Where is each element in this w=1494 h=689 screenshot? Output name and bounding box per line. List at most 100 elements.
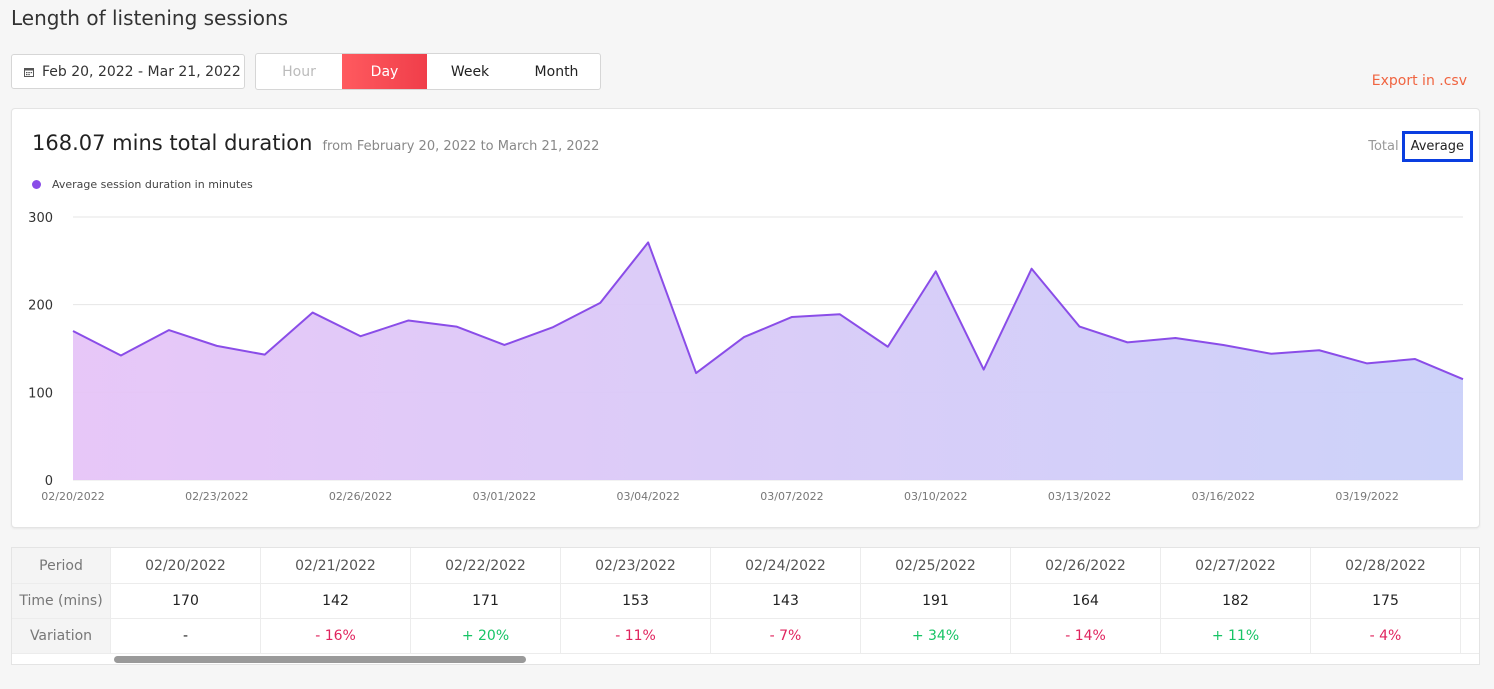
data-point[interactable] [1171, 334, 1179, 342]
total-duration: 168.07 mins total duration [32, 131, 313, 155]
hour-button[interactable]: Hour [282, 63, 316, 80]
data-point[interactable] [1267, 350, 1275, 358]
table-row-variation: Variation -- 16% + 20% - 11% - 7% + 34% - 14%… [12, 619, 1479, 654]
row-header-variation: Variation [12, 619, 111, 653]
data-point[interactable] [357, 332, 365, 340]
data-point[interactable] [548, 323, 556, 331]
table-cell-variation: - 11% [561, 619, 711, 653]
table-cell-time: 171 [411, 584, 561, 618]
row-header-period: Period [12, 548, 111, 583]
data-point[interactable] [1076, 323, 1084, 331]
week-button[interactable]: Week [450, 63, 490, 80]
data-point[interactable] [1123, 338, 1131, 346]
data-point[interactable] [1363, 359, 1371, 367]
data-point[interactable] [740, 333, 748, 341]
chart-legend: Average session duration in minutes [32, 178, 253, 191]
table-cell-period: 02/24/2022 [711, 548, 861, 583]
data-point[interactable] [596, 299, 604, 307]
date-range-value: Feb 20, 2022 - Mar 21, 2022 [42, 63, 241, 80]
chart-area-fill [73, 242, 1463, 480]
table-cell-time: 191 [861, 584, 1011, 618]
data-point[interactable] [1219, 341, 1227, 349]
table-cell-variation: + 20% [411, 619, 561, 653]
table-cell-time: 143 [711, 584, 861, 618]
data-point[interactable] [1411, 355, 1419, 363]
data-point[interactable] [117, 352, 125, 360]
data-point[interactable] [500, 341, 508, 349]
data-point[interactable] [932, 267, 940, 275]
data-point[interactable] [644, 238, 652, 246]
x-tick-label: 03/13/2022 [1048, 490, 1111, 503]
data-point[interactable] [1028, 265, 1036, 273]
data-point[interactable] [261, 351, 269, 359]
row-header-time: Time (mins) [12, 584, 111, 618]
day-button[interactable]: Day [342, 54, 427, 89]
x-axis-ticks: 02/20/2022 02/23/2022 02/26/2022 03/01/2022… [41, 490, 1399, 503]
x-tick-label: 02/23/2022 [185, 490, 248, 503]
x-tick-label: 03/04/2022 [616, 490, 679, 503]
legend-label: Average session duration in minutes [52, 178, 253, 191]
x-tick-label: 03/16/2022 [1192, 490, 1255, 503]
table-cell-variation: - 4% [1311, 619, 1461, 653]
table-cell-time: 142 [261, 584, 411, 618]
average-toggle[interactable]: Average [1401, 131, 1473, 162]
x-tick-label: 02/20/2022 [41, 490, 104, 503]
table-cell-period: 02/21/2022 [261, 548, 411, 583]
data-point[interactable] [69, 327, 77, 335]
chart-headline: 168.07 mins total duration from February… [32, 131, 599, 155]
calendar-icon [24, 67, 34, 77]
chart-series-line [72, 241, 1464, 381]
x-tick-label: 03/10/2022 [904, 490, 967, 503]
table-cell-period: 02/28/2022 [1311, 548, 1461, 583]
total-toggle[interactable]: Total [1368, 139, 1399, 154]
table-row-period: Period 02/20/2022 02/21/2022 02/22/2022 02/… [12, 548, 1479, 584]
export-csv-link[interactable]: Export in .csv [1371, 73, 1467, 89]
data-point[interactable] [1315, 346, 1323, 354]
table-cell-variation: - 16% [261, 619, 411, 653]
table-cell-period: 02/26/2022 [1011, 548, 1161, 583]
table-cell-variation: + 34% [861, 619, 1011, 653]
x-tick-label: 03/19/2022 [1335, 490, 1398, 503]
page-title: Length of listening sessions [11, 6, 289, 30]
table-cell-period: 02/23/2022 [561, 548, 711, 583]
x-tick-label: 02/26/2022 [329, 490, 392, 503]
data-point[interactable] [309, 309, 317, 317]
table-cell-time: 182 [1161, 584, 1311, 618]
data-table[interactable]: Period 02/20/2022 02/21/2022 02/22/2022 02/… [11, 547, 1480, 665]
table-cell-variation: - [111, 619, 261, 653]
table-cell-period: 02/25/2022 [861, 548, 1011, 583]
data-point[interactable] [980, 366, 988, 374]
table-cell-variation: - 14% [1011, 619, 1161, 653]
x-tick-label: 03/07/2022 [760, 490, 823, 503]
date-range-caption: from February 20, 2022 to March 21, 2022 [322, 139, 600, 154]
data-point[interactable] [213, 342, 221, 350]
data-point[interactable] [788, 313, 796, 321]
date-range-picker[interactable]: Feb 20, 2022 - Mar 21, 2022 [11, 54, 245, 89]
table-cell-time: 170 [111, 584, 261, 618]
data-point[interactable] [1459, 375, 1467, 383]
horizontal-scrollbar[interactable] [114, 656, 526, 663]
data-point[interactable] [884, 343, 892, 351]
data-point[interactable] [405, 316, 413, 324]
legend-swatch [32, 180, 41, 189]
table-row-time: Time (mins) 170 142 171 153 143 191 164 182 175 [12, 584, 1479, 619]
y-tick-label: 200 [28, 299, 53, 314]
data-point[interactable] [836, 310, 844, 318]
table-cell-variation: - 7% [711, 619, 861, 653]
table-cell-time: 175 [1311, 584, 1461, 618]
area-chart: 0 100 200 300 02/20/2022 02/23/2022 02/26/202… [28, 211, 1467, 503]
total-average-toggle: Total Average [1368, 131, 1473, 162]
y-axis-ticks: 0 100 200 300 [28, 211, 53, 489]
month-button[interactable]: Month [534, 63, 579, 80]
data-point[interactable] [692, 369, 700, 377]
table-cell-time: 153 [561, 584, 711, 618]
chart-card: 168.07 mins total duration from February… [11, 108, 1480, 528]
table-cell-period: 02/20/2022 [111, 548, 261, 583]
data-point[interactable] [165, 326, 173, 334]
table-cell-period: 02/27/2022 [1161, 548, 1311, 583]
y-tick-label: 300 [28, 211, 53, 226]
y-tick-label: 100 [28, 386, 53, 401]
table-cell-time: 164 [1011, 584, 1161, 618]
data-point[interactable] [452, 323, 460, 331]
y-tick-label: 0 [45, 474, 53, 489]
